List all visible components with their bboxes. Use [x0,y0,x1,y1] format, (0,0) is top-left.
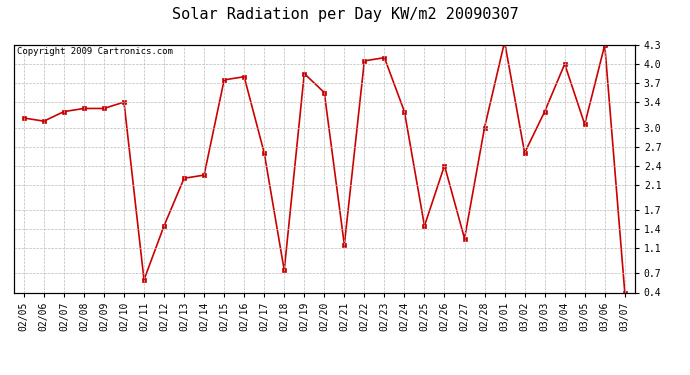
Text: Copyright 2009 Cartronics.com: Copyright 2009 Cartronics.com [17,48,172,57]
Text: Solar Radiation per Day KW/m2 20090307: Solar Radiation per Day KW/m2 20090307 [172,8,518,22]
